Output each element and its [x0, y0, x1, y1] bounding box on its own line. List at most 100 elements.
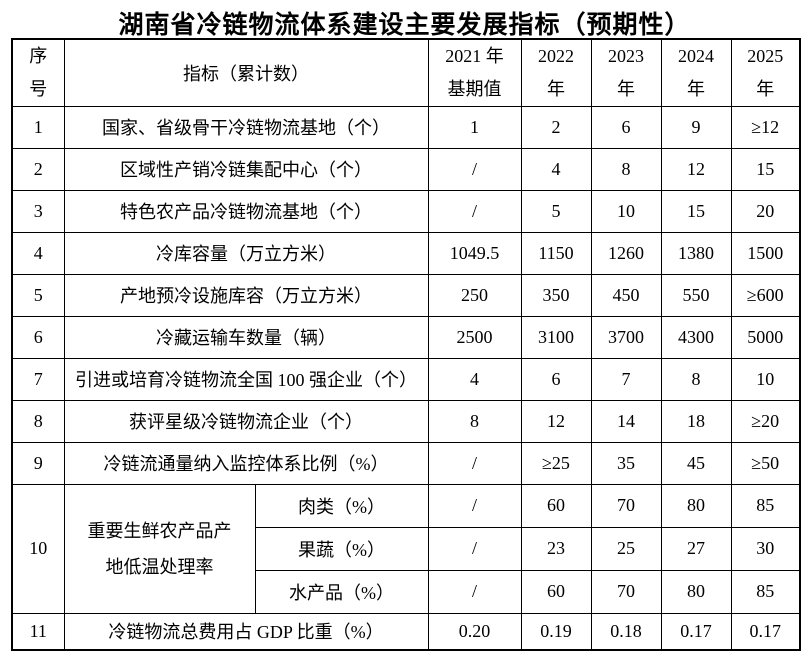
- table-row: 6 冷藏运输车数量（辆） 2500 3100 3700 4300 5000: [11, 315, 801, 359]
- indicators-table: 序 号 指标（累计数） 2021 年 基期值 2022 年 2023 年 202…: [11, 38, 801, 651]
- group-indicator-line2: 地低温处理率: [105, 556, 214, 577]
- indicator-cell: 冷链流通量纳入监控体系比例（%）: [63, 441, 429, 485]
- value-cell: ≥600: [730, 273, 801, 317]
- value-cell: 0.17: [730, 612, 801, 651]
- row-number: 10: [11, 483, 65, 614]
- value-cell: 1150: [520, 231, 592, 275]
- value-cell: 85: [730, 569, 801, 614]
- table-row: 5 产地预冷设施库容（万立方米） 250 350 450 550 ≥600: [11, 273, 801, 317]
- indicator-cell: 产地预冷设施库容（万立方米）: [63, 273, 429, 317]
- sub-indicator-cell: 水产品（%）: [254, 569, 429, 614]
- value-cell: 250: [427, 273, 522, 317]
- group-indicator-cell: 重要生鲜农产品产 地低温处理率: [63, 483, 256, 614]
- header-2025: 2025 年: [730, 38, 801, 107]
- value-cell: /: [427, 189, 522, 233]
- page-title: 湖南省冷链物流体系建设主要发展指标（预期性）: [118, 11, 691, 39]
- value-cell: 85: [730, 483, 801, 528]
- table-row: 3 特色农产品冷链物流基地（个） / 5 10 15 20: [11, 189, 801, 233]
- value-cell: /: [427, 483, 522, 528]
- indicator-cell: 冷藏运输车数量（辆）: [63, 315, 429, 359]
- row-number: 7: [11, 357, 65, 401]
- row-number: 8: [11, 399, 65, 443]
- header-serial-number: 序 号: [11, 38, 65, 107]
- value-cell: /: [427, 526, 522, 571]
- indicator-cell: 引进或培育冷链物流全国 100 强企业（个）: [63, 357, 429, 401]
- table-row: 4 冷库容量（万立方米） 1049.5 1150 1260 1380 1500: [11, 231, 801, 275]
- value-cell: 3100: [520, 315, 592, 359]
- indicator-cell: 区域性产销冷链集配中心（个）: [63, 147, 429, 191]
- value-cell: 60: [520, 483, 592, 528]
- value-cell: 30: [730, 526, 801, 571]
- value-cell: 2500: [427, 315, 522, 359]
- value-cell: ≥20: [730, 399, 801, 443]
- row-number: 4: [11, 231, 65, 275]
- header-2021-line1: 2021 年: [445, 46, 504, 66]
- row-number: 5: [11, 273, 65, 317]
- value-cell: 10: [590, 189, 662, 233]
- value-cell: 0.18: [590, 612, 662, 651]
- value-cell: 5: [520, 189, 592, 233]
- row-number: 6: [11, 315, 65, 359]
- header-serial-line1: 序: [29, 46, 48, 66]
- value-cell: 0.19: [520, 612, 592, 651]
- table-row: 1 国家、省级骨干冷链物流基地（个） 1 2 6 9 ≥12: [11, 105, 801, 149]
- row-number: 3: [11, 189, 65, 233]
- value-cell: 15: [730, 147, 801, 191]
- value-cell: 8: [590, 147, 662, 191]
- table-header-row: 序 号 指标（累计数） 2021 年 基期值 2022 年 2023 年 202…: [11, 38, 801, 107]
- value-cell: 7: [590, 357, 662, 401]
- row-number: 1: [11, 105, 65, 149]
- value-cell: ≥50: [730, 441, 801, 485]
- header-indicator: 指标（累计数）: [63, 38, 429, 107]
- value-cell: 10: [730, 357, 801, 401]
- value-cell: /: [427, 147, 522, 191]
- value-cell: 15: [660, 189, 732, 233]
- value-cell: 0.17: [660, 612, 732, 651]
- value-cell: 80: [660, 483, 732, 528]
- value-cell: 8: [660, 357, 732, 401]
- table-row: 11 冷链物流总费用占 GDP 比重（%） 0.20 0.19 0.18 0.1…: [11, 612, 801, 651]
- value-cell: 18: [660, 399, 732, 443]
- row-number: 2: [11, 147, 65, 191]
- value-cell: 2: [520, 105, 592, 149]
- value-cell: 27: [660, 526, 732, 571]
- header-serial-line2: 号: [29, 78, 48, 99]
- value-cell: 20: [730, 189, 801, 233]
- indicator-cell: 特色农产品冷链物流基地（个）: [63, 189, 429, 233]
- value-cell: 25: [590, 526, 662, 571]
- value-cell: 23: [520, 526, 592, 571]
- header-2024: 2024 年: [660, 38, 732, 107]
- indicator-cell: 冷链物流总费用占 GDP 比重（%）: [63, 612, 429, 651]
- value-cell: 6: [590, 105, 662, 149]
- value-cell: 70: [590, 569, 662, 614]
- group-indicator-line1: 重要生鲜农产品产: [87, 520, 232, 541]
- value-cell: 35: [590, 441, 662, 485]
- indicator-cell: 冷库容量（万立方米）: [63, 231, 429, 275]
- table-row-group-meat: 10 重要生鲜农产品产 地低温处理率 肉类（%） / 60 70 80 85: [11, 483, 801, 614]
- table-row: 8 获评星级冷链物流企业（个） 8 12 14 18 ≥20: [11, 399, 801, 443]
- header-2023: 2023 年: [590, 38, 662, 107]
- value-cell: 70: [590, 483, 662, 528]
- value-cell: 45: [660, 441, 732, 485]
- table-row-group-produce: 果蔬（%） / 23 25 27 30: [12, 526, 801, 571]
- value-cell: 60: [520, 569, 592, 614]
- indicator-cell: 获评星级冷链物流企业（个）: [63, 399, 429, 443]
- value-cell: 550: [660, 273, 732, 317]
- value-cell: 8: [427, 399, 522, 443]
- header-2021-base: 2021 年 基期值: [427, 38, 522, 107]
- sub-indicator-cell: 肉类（%）: [254, 483, 429, 528]
- value-cell: 3700: [590, 315, 662, 359]
- value-cell: 1049.5: [427, 231, 522, 275]
- value-cell: ≥12: [730, 105, 801, 149]
- value-cell: 1500: [730, 231, 801, 275]
- value-cell: 80: [660, 569, 732, 614]
- value-cell: 5000: [730, 315, 801, 359]
- table-row: 9 冷链流通量纳入监控体系比例（%） / ≥25 35 45 ≥50: [11, 441, 801, 485]
- value-cell: /: [427, 441, 522, 485]
- value-cell: 12: [660, 147, 732, 191]
- table-row-group-aquatic: 水产品（%） / 60 70 80 85: [12, 569, 801, 614]
- table-row: 2 区域性产销冷链集配中心（个） / 4 8 12 15: [11, 147, 801, 191]
- value-cell: 9: [660, 105, 732, 149]
- value-cell: 1260: [590, 231, 662, 275]
